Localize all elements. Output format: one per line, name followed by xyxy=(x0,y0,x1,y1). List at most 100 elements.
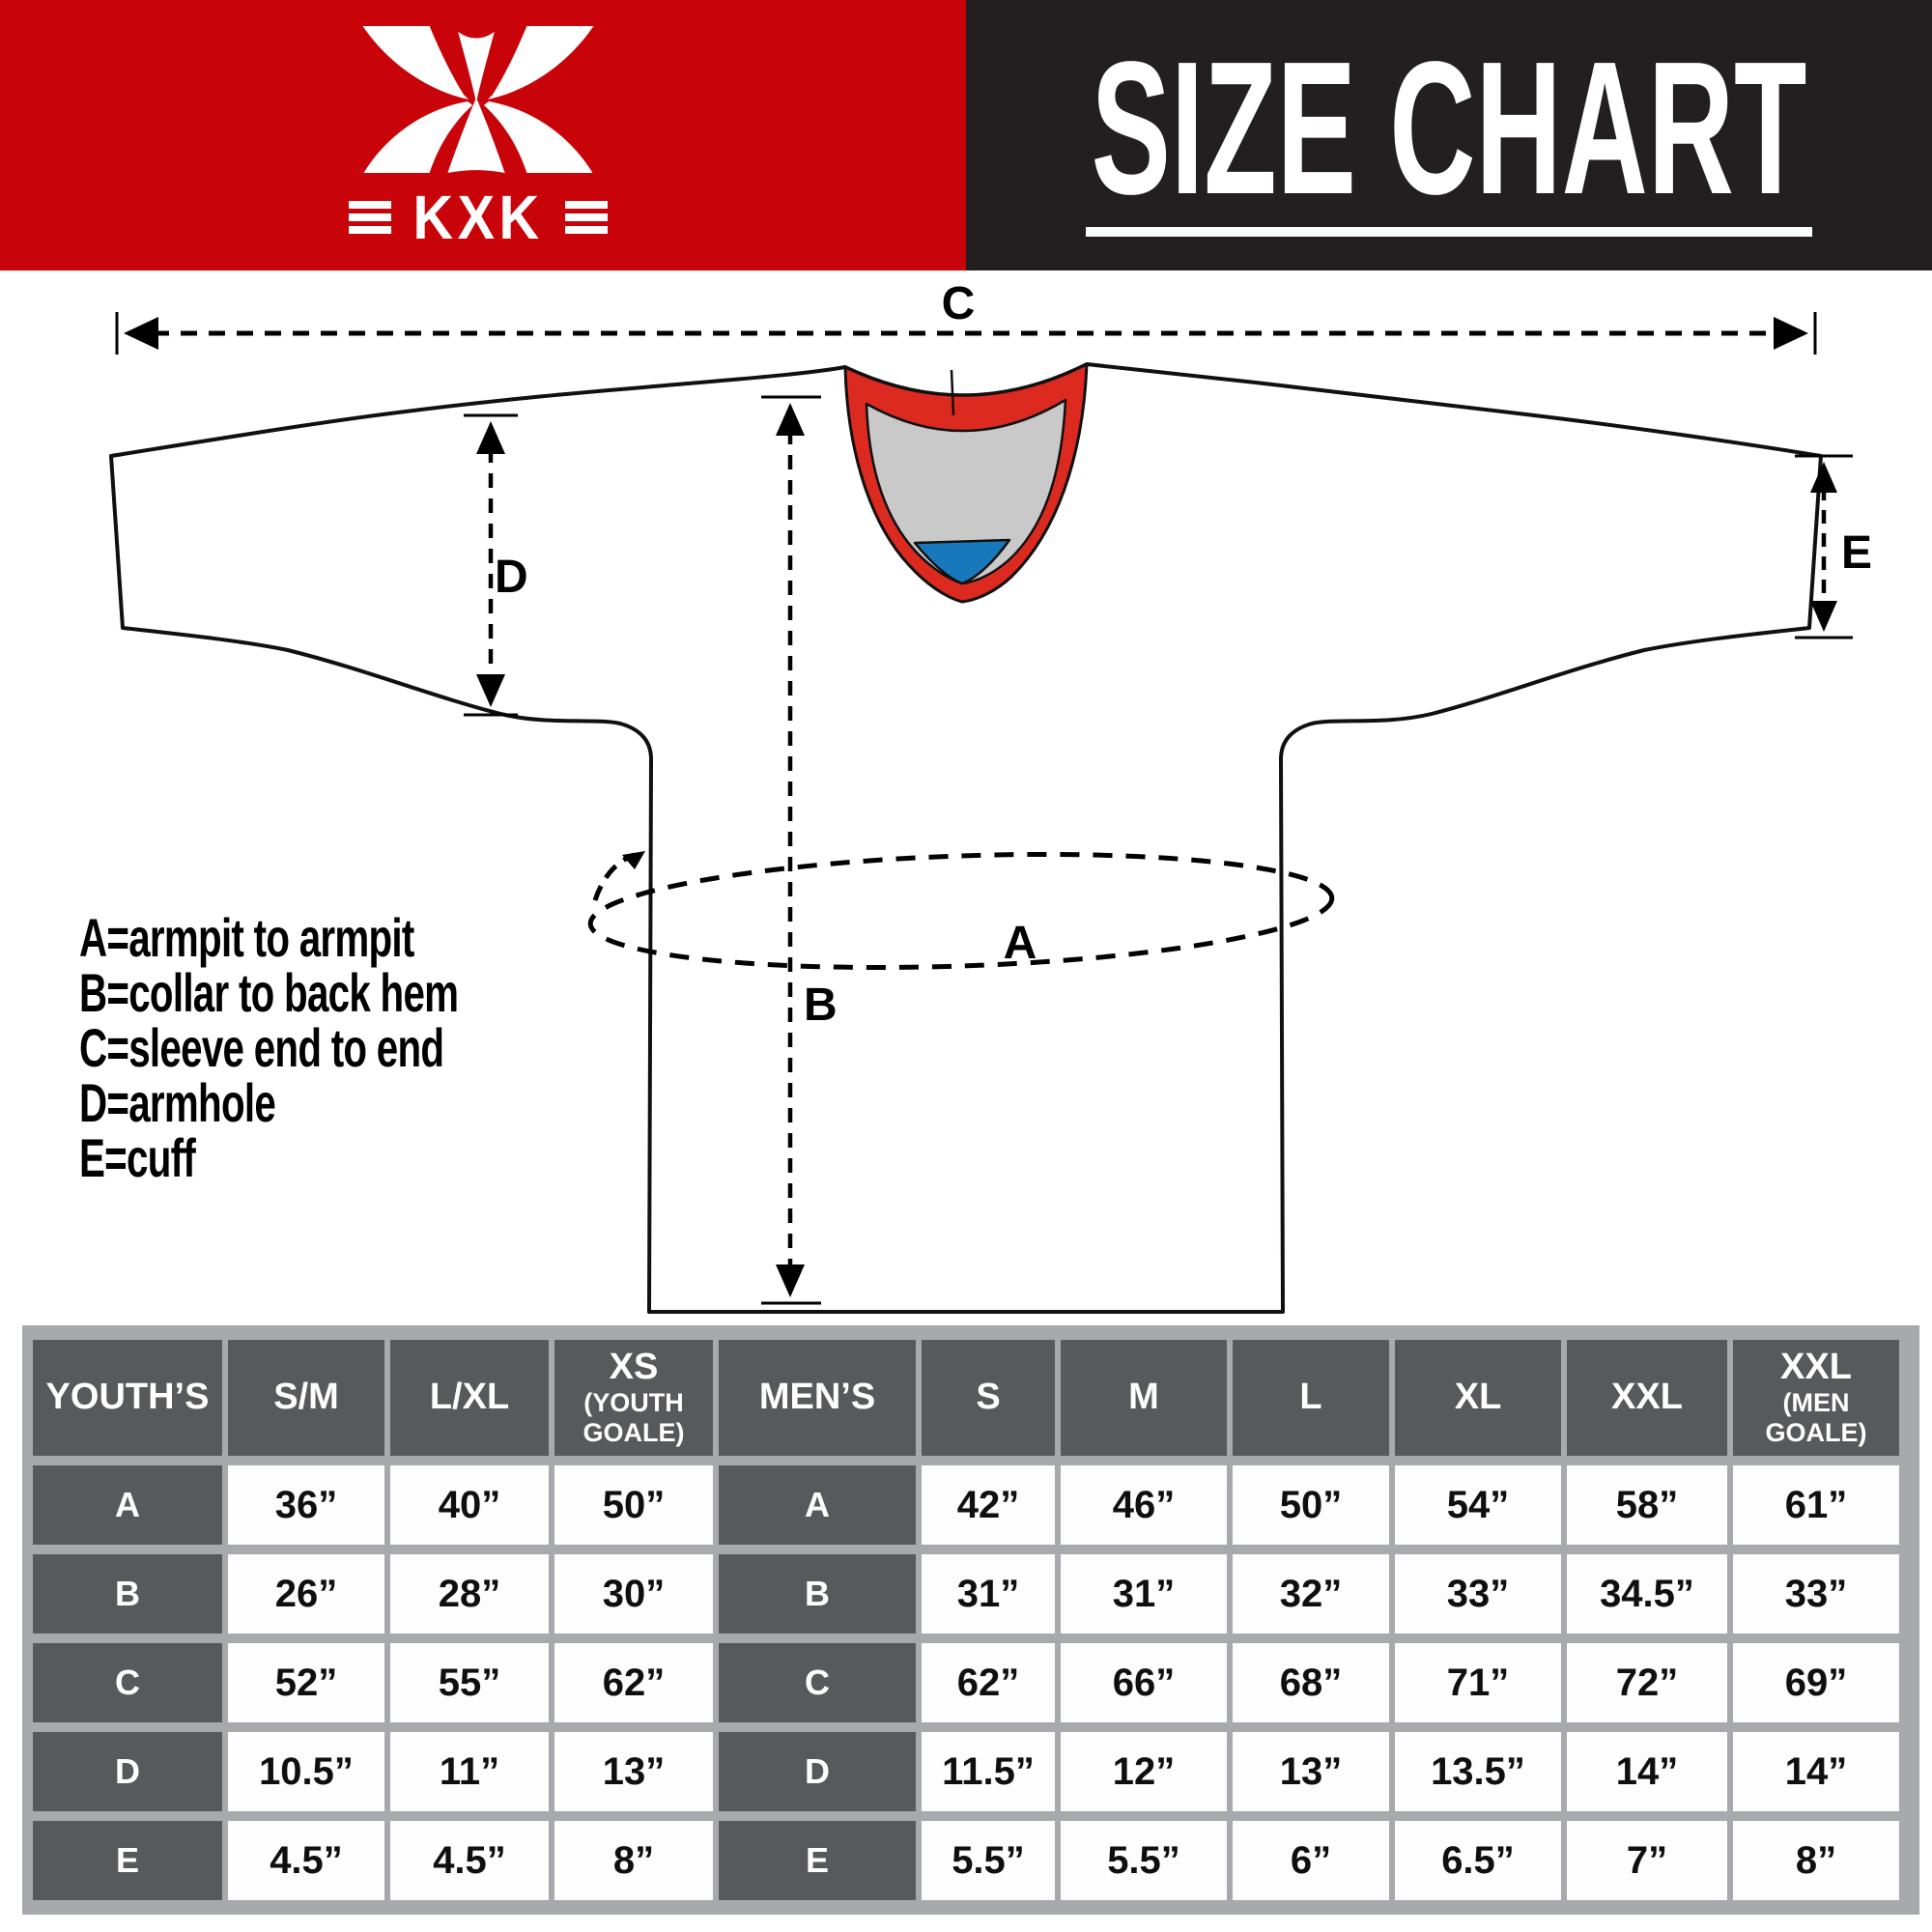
table-row-a: A 36” 40” 50” A 42” 46” 50” 54” 58” 61” xyxy=(33,1465,1899,1545)
size-cell: 36” xyxy=(228,1465,384,1545)
jersey-measurement-diagram: C D B E A xyxy=(109,278,1872,1314)
row-label: B xyxy=(719,1554,916,1634)
legend-line-e: E=cuff xyxy=(79,1127,196,1188)
col-header-xxl: XXL xyxy=(1567,1340,1727,1456)
size-cell: 62” xyxy=(922,1643,1055,1722)
size-cell: 13” xyxy=(1233,1732,1389,1811)
triple-bar-icon xyxy=(565,200,609,234)
col-header-lxl: L/XL xyxy=(390,1340,549,1456)
size-cell: 62” xyxy=(554,1643,713,1722)
size-cell: 31” xyxy=(1061,1554,1227,1634)
size-table: YOUTH’S S/M L/XL XS (YOUTH GOALE) MEN’S … xyxy=(27,1330,1905,1910)
size-cell: 71” xyxy=(1395,1643,1561,1722)
size-cell: 13.5” xyxy=(1395,1732,1561,1811)
size-cell: 8” xyxy=(1733,1821,1899,1900)
size-cell: 11” xyxy=(390,1732,549,1811)
size-cell: 5.5” xyxy=(922,1821,1055,1900)
triple-bar-icon xyxy=(348,200,391,234)
row-label: A xyxy=(33,1465,222,1545)
size-cell: 68” xyxy=(1233,1643,1389,1722)
youth-header-cell: YOUTH’S xyxy=(33,1340,222,1456)
size-cell: 61” xyxy=(1733,1465,1899,1545)
legend-line-a: A=armpit to armpit xyxy=(79,907,414,968)
legend-line-b: B=collar to back hem xyxy=(79,962,459,1023)
size-table-frame: YOUTH’S S/M L/XL XS (YOUTH GOALE) MEN’S … xyxy=(22,1325,1919,1915)
measure-b-bottom-arrowhead xyxy=(776,1264,805,1297)
size-cell: 4.5” xyxy=(390,1821,549,1900)
kxk-emblem-icon xyxy=(362,25,594,173)
logo-text: KXK xyxy=(412,182,544,252)
size-cell: 26” xyxy=(228,1554,384,1634)
size-cell: 55” xyxy=(390,1643,549,1722)
row-label: A xyxy=(719,1465,916,1545)
size-cell: 4.5” xyxy=(228,1821,384,1900)
page-title: SIZE CHART xyxy=(1091,22,1807,234)
jersey-outline xyxy=(109,362,1823,1314)
size-cell: 14” xyxy=(1567,1732,1727,1811)
col-header-xxl-goalie: XXL (MEN GOALE) xyxy=(1733,1340,1899,1456)
size-cell: 30” xyxy=(554,1554,713,1634)
size-cell: 33” xyxy=(1733,1554,1899,1634)
collar-inner-gray xyxy=(865,398,1067,585)
brand-logo: KXK xyxy=(0,0,956,270)
size-cell: 58” xyxy=(1567,1465,1727,1545)
legend-line-c: C=sleeve end to end xyxy=(79,1017,444,1078)
size-cell: 50” xyxy=(1233,1465,1389,1545)
table-header-row: YOUTH’S S/M L/XL XS (YOUTH GOALE) MEN’S … xyxy=(33,1340,1899,1456)
size-cell: 14” xyxy=(1733,1732,1899,1811)
measurement-legend: A=armpit to armpit B=collar to back hem … xyxy=(79,907,459,1188)
size-cell: 7” xyxy=(1567,1821,1727,1900)
table-row-b: B 26” 28” 30” B 31” 31” 32” 33” 34.5” 33… xyxy=(33,1554,1899,1634)
row-label: E xyxy=(719,1821,916,1900)
row-label: D xyxy=(33,1732,222,1811)
measure-c-label: C xyxy=(942,278,976,329)
row-label: C xyxy=(719,1643,916,1722)
size-cell: 50” xyxy=(554,1465,713,1545)
header-dark-panel xyxy=(966,0,1932,270)
collar-seam-line xyxy=(950,369,955,416)
col-header-s: S xyxy=(922,1340,1055,1456)
size-cell: 28” xyxy=(390,1554,549,1634)
measure-e-label: E xyxy=(1841,527,1872,579)
size-cell: 66” xyxy=(1061,1643,1227,1722)
measure-a-hook xyxy=(592,852,635,901)
measure-c-right-arrowhead xyxy=(1774,317,1808,350)
size-cell: 72” xyxy=(1567,1643,1727,1722)
size-cell: 54” xyxy=(1395,1465,1561,1545)
legend-line-d: D=armhole xyxy=(79,1072,276,1133)
table-row-d: D 10.5” 11” 13” D 11.5” 12” 13” 13.5” 14… xyxy=(33,1732,1899,1811)
row-label: E xyxy=(33,1821,222,1900)
size-cell: 12” xyxy=(1061,1732,1227,1811)
size-cell: 8” xyxy=(554,1821,713,1900)
size-cell: 69” xyxy=(1733,1643,1899,1722)
size-cell: 6.5” xyxy=(1395,1821,1561,1900)
measure-d-top-arrowhead xyxy=(476,421,505,454)
col-header-xl: XL xyxy=(1395,1340,1561,1456)
row-label: D xyxy=(719,1732,916,1811)
col-header-m: M xyxy=(1061,1340,1227,1456)
size-cell: 33” xyxy=(1395,1554,1561,1634)
size-cell: 10.5” xyxy=(228,1732,384,1811)
measure-d-bottom-arrowhead xyxy=(476,674,505,707)
measure-e-bottom-arrowhead xyxy=(1810,601,1837,632)
men-header-cell: MEN’S xyxy=(719,1340,916,1456)
measure-e-top-arrowhead xyxy=(1810,462,1837,493)
measure-b-label: B xyxy=(804,980,838,1031)
size-cell: 6” xyxy=(1233,1821,1389,1900)
size-cell: 46” xyxy=(1061,1465,1227,1545)
page-title-block: SIZE CHART xyxy=(966,0,1932,270)
size-cell: 40” xyxy=(390,1465,549,1545)
measure-a-label: A xyxy=(1004,918,1037,969)
size-cell: 5.5” xyxy=(1061,1821,1227,1900)
col-header-l: L xyxy=(1233,1340,1389,1456)
size-cell: 52” xyxy=(228,1643,384,1722)
size-cell: 34.5” xyxy=(1567,1554,1727,1634)
size-cell: 13” xyxy=(554,1732,713,1811)
measure-a-ellipse xyxy=(587,851,1335,971)
title-underline xyxy=(1086,227,1812,237)
measure-c-left-arrowhead xyxy=(124,317,158,350)
size-cell: 42” xyxy=(922,1465,1055,1545)
measure-d-label: D xyxy=(495,552,528,603)
table-row-c: C 52” 55” 62” C 62” 66” 68” 71” 72” 69” xyxy=(33,1643,1899,1722)
